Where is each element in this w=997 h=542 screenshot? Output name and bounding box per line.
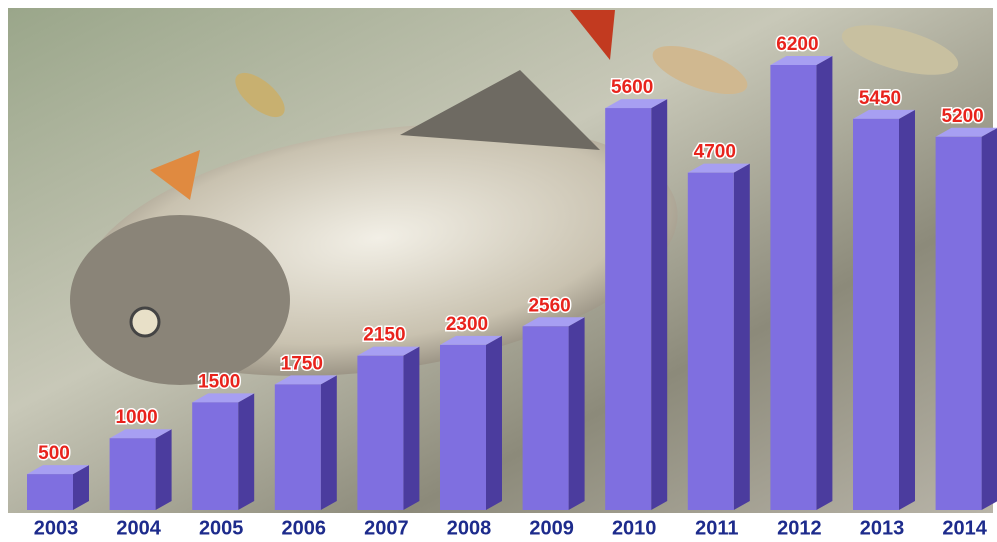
bar bbox=[935, 136, 982, 510]
bar bbox=[192, 402, 239, 510]
bar-top bbox=[935, 127, 997, 137]
x-tick-label: 2011 bbox=[695, 517, 738, 539]
value-label: 5600 bbox=[611, 77, 653, 98]
bar-top bbox=[27, 465, 89, 475]
bar bbox=[274, 384, 321, 510]
x-tick-label: 2008 bbox=[447, 517, 492, 539]
bar-side bbox=[155, 429, 172, 510]
value-label: 2300 bbox=[446, 314, 488, 335]
bar-top bbox=[274, 375, 337, 385]
value-label: 5200 bbox=[941, 106, 983, 127]
bar bbox=[27, 474, 73, 510]
x-tick-label: 2005 bbox=[199, 517, 244, 539]
x-tick-label: 2014 bbox=[942, 517, 987, 539]
x-tick-label: 2004 bbox=[116, 517, 161, 539]
value-label: 2150 bbox=[363, 325, 405, 346]
bar-top bbox=[357, 346, 420, 356]
bar bbox=[440, 344, 486, 510]
x-tick-label: 2013 bbox=[860, 517, 905, 539]
bar-top bbox=[770, 56, 833, 65]
x-tick-label: 2006 bbox=[282, 517, 327, 539]
bar-side bbox=[320, 375, 337, 510]
x-tick-label: 2010 bbox=[612, 517, 657, 539]
bar bbox=[853, 118, 899, 511]
bar bbox=[357, 355, 404, 510]
value-label: 500 bbox=[38, 443, 70, 464]
value-label: 1750 bbox=[281, 353, 323, 374]
bar-side bbox=[981, 128, 997, 510]
bar-side bbox=[486, 335, 502, 510]
bar bbox=[605, 108, 652, 510]
bar-top bbox=[853, 109, 915, 119]
bar-top bbox=[605, 99, 668, 109]
bar bbox=[109, 438, 156, 510]
bar-side bbox=[733, 163, 750, 510]
x-tick-label: 2009 bbox=[529, 517, 574, 539]
bar-side bbox=[899, 109, 915, 511]
bar-top bbox=[522, 317, 585, 327]
bar-top bbox=[687, 163, 750, 173]
bar-side bbox=[403, 346, 420, 510]
bar-top bbox=[109, 429, 172, 439]
bar bbox=[687, 172, 734, 510]
x-tick-label: 2012 bbox=[777, 517, 822, 539]
bar bbox=[522, 326, 569, 510]
value-label: 4700 bbox=[694, 142, 736, 163]
value-label: 6200 bbox=[776, 34, 818, 55]
value-label: 5450 bbox=[859, 88, 901, 109]
bar-side bbox=[816, 56, 833, 510]
bar-side bbox=[238, 393, 255, 510]
bar-side bbox=[73, 465, 89, 510]
bar-top bbox=[440, 335, 502, 345]
bar bbox=[770, 65, 817, 510]
x-tick-label: 2003 bbox=[34, 517, 79, 539]
bar-side bbox=[651, 99, 668, 510]
fish-illustration bbox=[70, 10, 959, 385]
bar-side bbox=[568, 317, 585, 510]
x-tick-label: 2007 bbox=[364, 517, 409, 539]
value-label: 2560 bbox=[528, 295, 570, 316]
value-label: 1500 bbox=[198, 371, 240, 392]
value-label: 1000 bbox=[115, 407, 157, 428]
bar-top bbox=[192, 393, 255, 403]
